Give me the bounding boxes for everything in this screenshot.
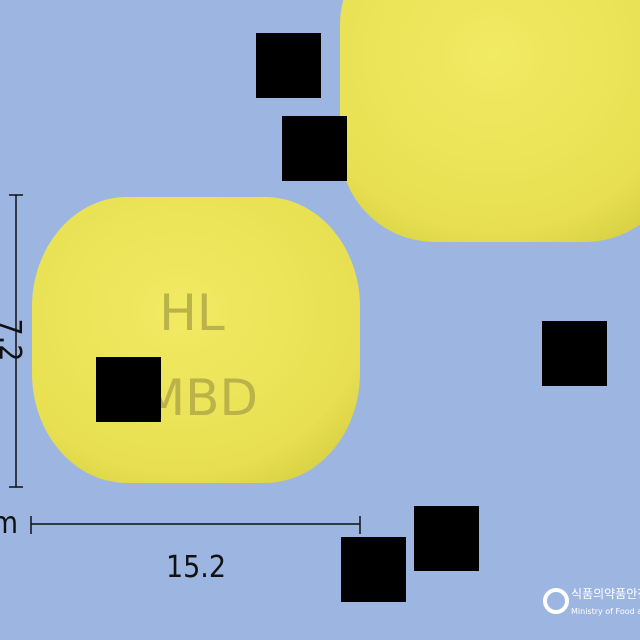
logo-english: Ministry of Food and D	[571, 607, 640, 616]
redaction-boxes	[96, 33, 607, 602]
height-dimension	[9, 194, 23, 488]
imprint-line2: MBD	[142, 369, 258, 427]
width-dimension	[30, 516, 361, 534]
width-label: 15.2	[166, 550, 226, 585]
tablet-back	[340, 0, 640, 242]
imprint-line1: HL	[159, 284, 225, 342]
unit-label: mm	[0, 506, 18, 541]
logo-korean: 식품의약품안전	[571, 586, 640, 601]
logo: 식품의약품안전 Ministry of Food and D	[543, 586, 640, 616]
height-label: 7.2	[0, 319, 27, 362]
